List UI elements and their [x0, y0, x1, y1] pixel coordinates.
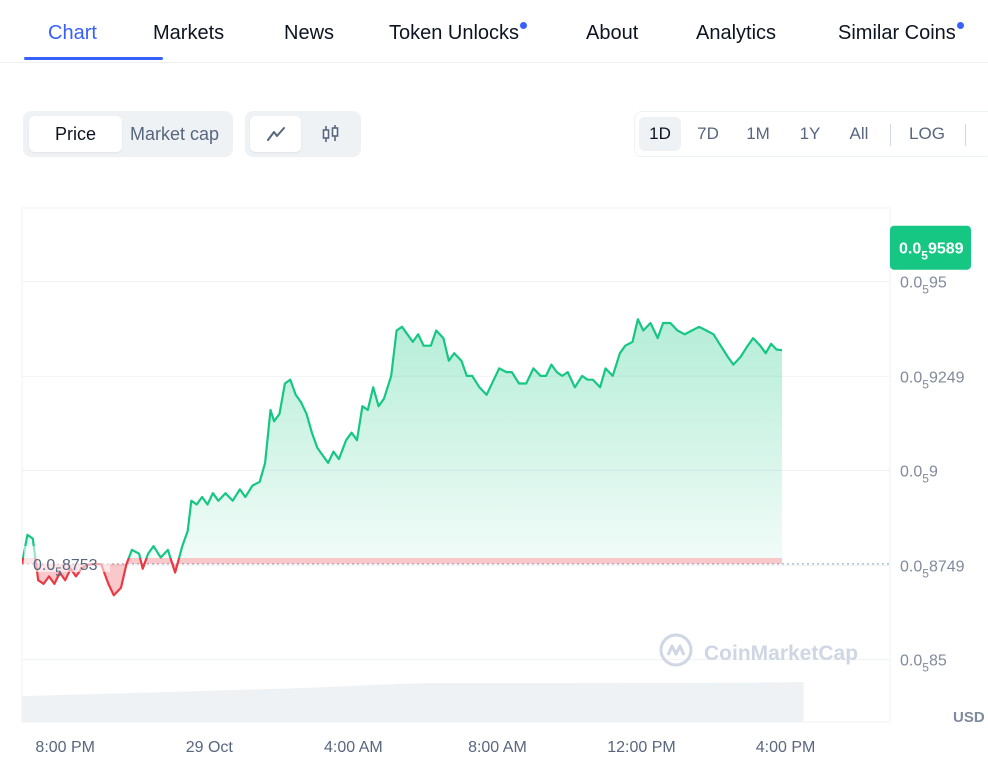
notification-dot — [956, 22, 964, 29]
notification-dot — [520, 22, 528, 29]
price-line-down — [22, 558, 181, 597]
tab-label: Similar Coins — [838, 22, 956, 44]
coinmarketcap-watermark: CoinMarketCap — [659, 633, 858, 667]
x-tick-label: 8:00 PM — [35, 739, 95, 756]
x-tick-label: 29 Oct — [186, 739, 234, 756]
price-area-up — [23, 319, 782, 558]
x-tick-label: 12:00 PM — [607, 739, 675, 756]
tab-label: Markets — [153, 22, 225, 44]
tab-news[interactable]: News — [284, 22, 334, 45]
volume-area — [22, 682, 804, 722]
tab-label: Chart — [48, 22, 97, 44]
tab-bar: Chart Markets News Token Unlocks About Analyt… — [0, 0, 988, 63]
y-tick-label: 0.059 — [900, 463, 938, 485]
x-tick-label: 8:00 AM — [468, 739, 527, 756]
y-tick-label: 0.058749 — [900, 558, 965, 580]
tab-analytics[interactable]: Analytics — [696, 22, 776, 45]
price-area-down — [22, 558, 782, 596]
baseline-price-label: 0.058753 — [33, 557, 98, 579]
x-tick-label: 4:00 AM — [324, 739, 383, 756]
tab-label: Analytics — [696, 22, 777, 44]
tab-chart[interactable]: Chart — [48, 22, 97, 45]
tab-token-unlocks[interactable]: Token Unlocks — [389, 22, 528, 45]
range-divider — [965, 124, 966, 146]
chart-style-toggle — [245, 111, 361, 157]
range-all-button[interactable]: All — [849, 124, 869, 143]
y-tick-label: 0.0595 — [900, 274, 947, 296]
range-1d-button[interactable]: 1D — [639, 117, 681, 151]
range-1y-button[interactable]: 1Y — [799, 124, 821, 143]
tab-similar-coins[interactable]: Similar Coins — [838, 22, 964, 45]
market-cap-toggle-button[interactable]: Market cap — [129, 123, 220, 144]
line-chart-icon — [266, 127, 285, 141]
range-1m-button[interactable]: 1M — [746, 124, 770, 143]
line-chart-button[interactable] — [250, 116, 301, 152]
metric-toggle: Price Market cap — [23, 111, 233, 157]
range-7d-button[interactable]: 7D — [697, 124, 719, 143]
x-tick-label: 4:00 PM — [756, 739, 816, 756]
watermark-text: CoinMarketCap — [704, 642, 858, 665]
current-price-label: 0.059589 — [899, 241, 964, 263]
y-tick-label: 0.059249 — [900, 369, 965, 391]
range-divider — [890, 124, 891, 146]
price-line-up — [22, 318, 783, 558]
log-scale-button[interactable]: LOG — [909, 124, 945, 143]
price-toggle-button[interactable]: Price — [29, 116, 122, 152]
coinmarketcap-logo-icon — [659, 633, 693, 667]
currency-label: USD — [953, 709, 985, 726]
tab-about[interactable]: About — [586, 22, 638, 45]
tab-label: News — [284, 22, 335, 44]
candlestick-icon — [322, 125, 339, 142]
tab-label: Token Unlocks — [389, 22, 520, 44]
active-tab-underline — [24, 57, 163, 60]
current-price-tag — [890, 225, 971, 270]
tab-markets[interactable]: Markets — [153, 22, 224, 45]
y-tick-label: 0.0585 — [900, 653, 947, 675]
time-range-selector: 1D 7D 1M 1Y All LOG — [634, 111, 988, 157]
tab-label: About — [586, 22, 639, 44]
candlestick-chart-button[interactable] — [307, 116, 355, 152]
baseline-label-mask — [24, 546, 110, 572]
